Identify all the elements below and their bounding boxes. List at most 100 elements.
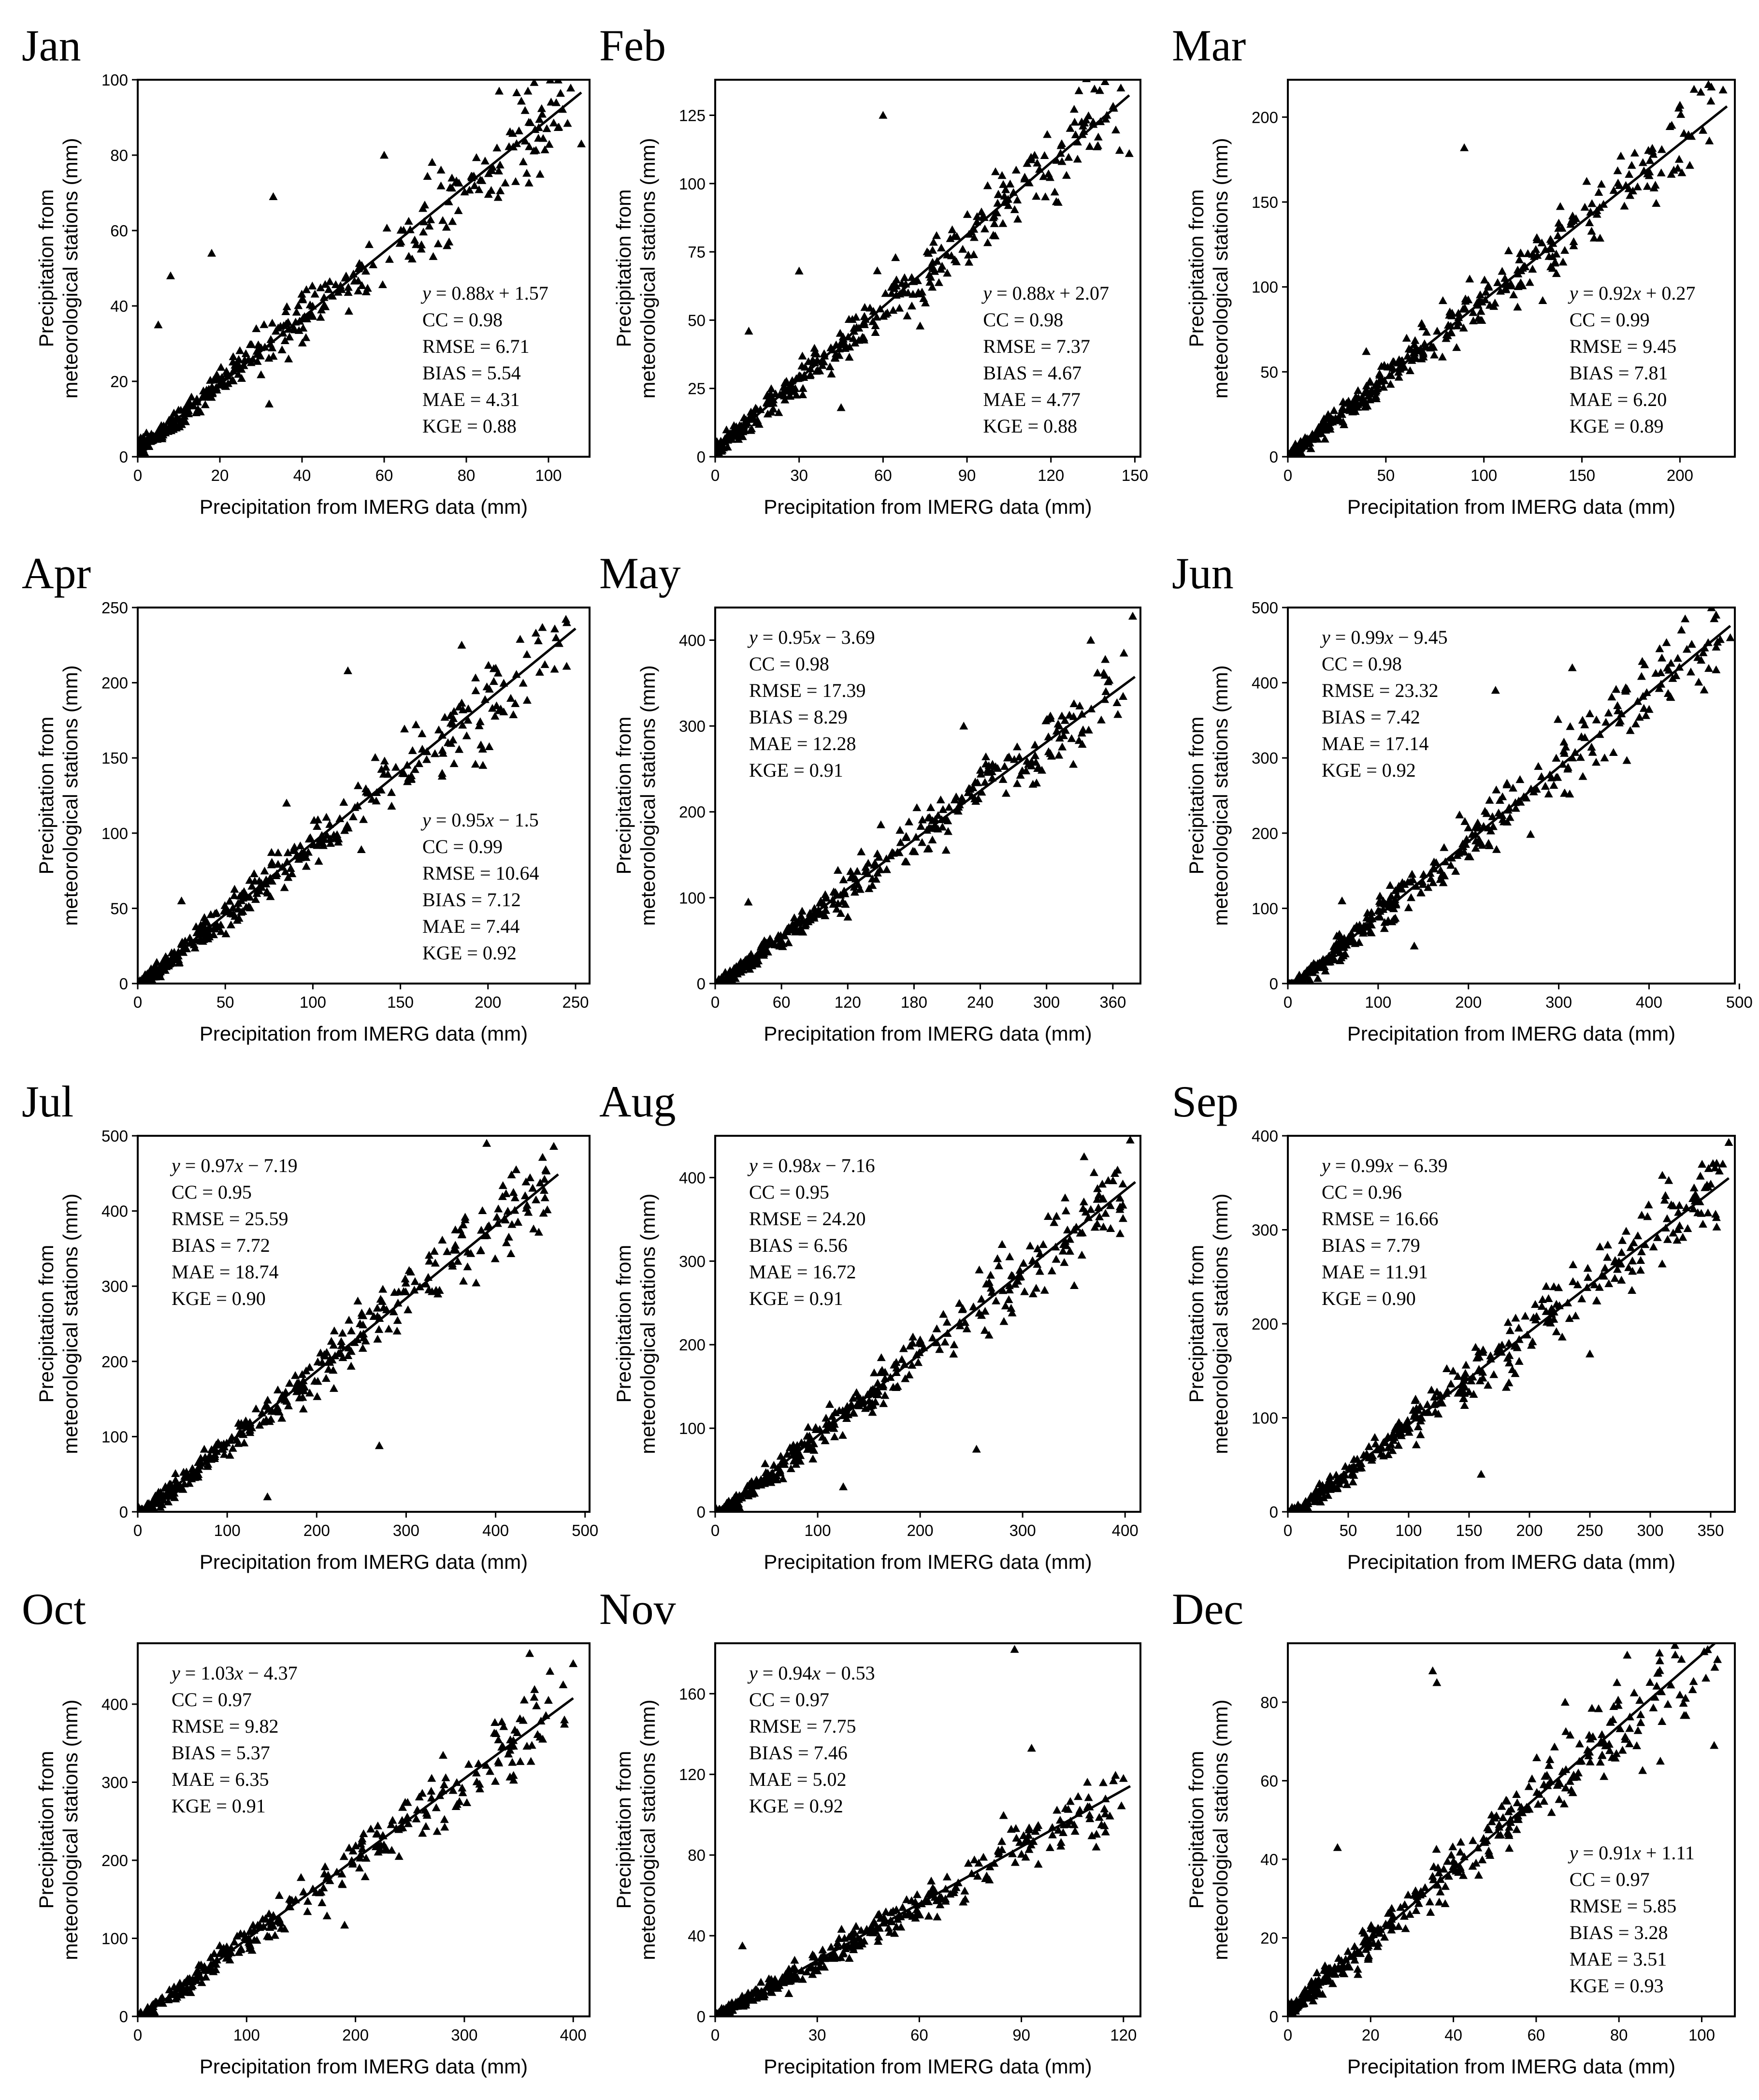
- data-point: [1658, 1260, 1667, 1268]
- data-point: [1657, 1687, 1666, 1695]
- data-point: [1349, 404, 1358, 412]
- data-point: [1062, 171, 1071, 179]
- data-point: [1572, 214, 1581, 222]
- y-axis-label: Precipitation frommeteorological station…: [1185, 1699, 1232, 1960]
- data-point: [1442, 330, 1451, 338]
- data-point: [1627, 161, 1636, 169]
- data-point: [187, 392, 196, 401]
- data-point: [1637, 1211, 1646, 1219]
- data-point: [396, 1824, 405, 1832]
- data-point: [547, 98, 556, 106]
- data-point: [282, 798, 291, 807]
- data-point: [1410, 941, 1419, 950]
- regression-equation: y = 0.94x − 0.53: [747, 1662, 875, 1684]
- data-point: [201, 400, 210, 408]
- data-point: [858, 333, 867, 341]
- data-point: [438, 1235, 447, 1244]
- y-tick-label: 100: [1252, 899, 1278, 917]
- x-tick-label: 350: [1697, 1521, 1724, 1539]
- data-point: [543, 1205, 552, 1214]
- data-point: [338, 1329, 347, 1337]
- data-point: [1442, 1364, 1451, 1372]
- data-point: [1469, 1836, 1478, 1844]
- x-tick-label: 40: [293, 466, 311, 484]
- data-point: [902, 1895, 911, 1903]
- data-point: [1626, 1243, 1635, 1251]
- data-point: [1447, 311, 1456, 319]
- data-point: [367, 795, 376, 803]
- data-point: [763, 409, 772, 418]
- data-point: [529, 1224, 538, 1232]
- data-point: [1090, 85, 1099, 93]
- data-point: [321, 1374, 331, 1382]
- equation-part: − 1.5: [494, 809, 539, 831]
- data-point: [1052, 1212, 1061, 1220]
- data-point: [836, 403, 846, 411]
- data-point: [1621, 686, 1630, 695]
- data-point: [763, 1477, 772, 1486]
- data-point: [302, 285, 311, 293]
- stat-line: RMSE = 10.64: [422, 862, 539, 884]
- data-point: [177, 939, 186, 948]
- data-point: [1066, 1246, 1075, 1255]
- data-point: [1594, 188, 1603, 196]
- data-point: [745, 965, 754, 973]
- x-tick-label: 150: [1569, 466, 1595, 484]
- data-point: [1032, 778, 1041, 787]
- data-point: [1096, 715, 1106, 724]
- data-point: [380, 756, 389, 765]
- data-point: [832, 904, 841, 913]
- data-point: [288, 869, 297, 877]
- data-point: [1712, 610, 1721, 619]
- data-point: [1457, 1388, 1467, 1396]
- stat-line: BIAS = 7.79: [1322, 1234, 1420, 1256]
- data-point: [1327, 1482, 1336, 1491]
- data-point: [1528, 1774, 1537, 1782]
- data-point: [399, 226, 408, 234]
- data-point: [297, 290, 306, 298]
- data-point: [1480, 275, 1489, 284]
- data-point: [1649, 1242, 1658, 1251]
- data-point: [1435, 1897, 1444, 1906]
- data-point: [550, 665, 559, 673]
- data-point: [908, 1339, 917, 1347]
- data-point: [237, 374, 246, 382]
- data-point: [962, 1324, 971, 1332]
- data-point: [798, 390, 807, 398]
- data-point: [322, 1911, 332, 1920]
- data-point: [344, 288, 353, 296]
- data-point: [1653, 1233, 1662, 1241]
- data-point: [1553, 715, 1562, 723]
- data-point: [498, 1181, 507, 1189]
- data-point: [1592, 758, 1601, 766]
- data-point: [1568, 1277, 1577, 1285]
- data-point: [903, 311, 912, 319]
- data-point: [1673, 1225, 1683, 1233]
- x-tick-label: 360: [1099, 993, 1126, 1011]
- data-point: [835, 1406, 844, 1414]
- x-tick-label: 60: [874, 466, 892, 484]
- data-point: [1712, 665, 1721, 673]
- y-tick-label: 400: [101, 1202, 128, 1220]
- data-point: [562, 618, 571, 626]
- data-point: [1460, 1401, 1469, 1409]
- data-point: [1011, 165, 1021, 174]
- data-point: [419, 217, 429, 226]
- data-point: [1677, 168, 1687, 176]
- data-point: [1396, 1421, 1405, 1430]
- x-tick-label: 250: [562, 993, 589, 1011]
- data-point: [1460, 817, 1470, 825]
- data-point: [747, 424, 756, 433]
- data-point: [485, 684, 494, 693]
- data-point: [502, 1238, 511, 1246]
- data-point: [1403, 1890, 1413, 1898]
- equation-part: − 9.45: [1393, 626, 1448, 648]
- data-point: [423, 172, 432, 180]
- data-point: [464, 1760, 473, 1768]
- data-point: [1095, 1813, 1104, 1821]
- data-point: [247, 340, 256, 348]
- data-point: [1040, 1286, 1049, 1294]
- data-point: [1607, 693, 1616, 701]
- data-point: [345, 1843, 354, 1852]
- data-point: [1387, 1904, 1396, 1912]
